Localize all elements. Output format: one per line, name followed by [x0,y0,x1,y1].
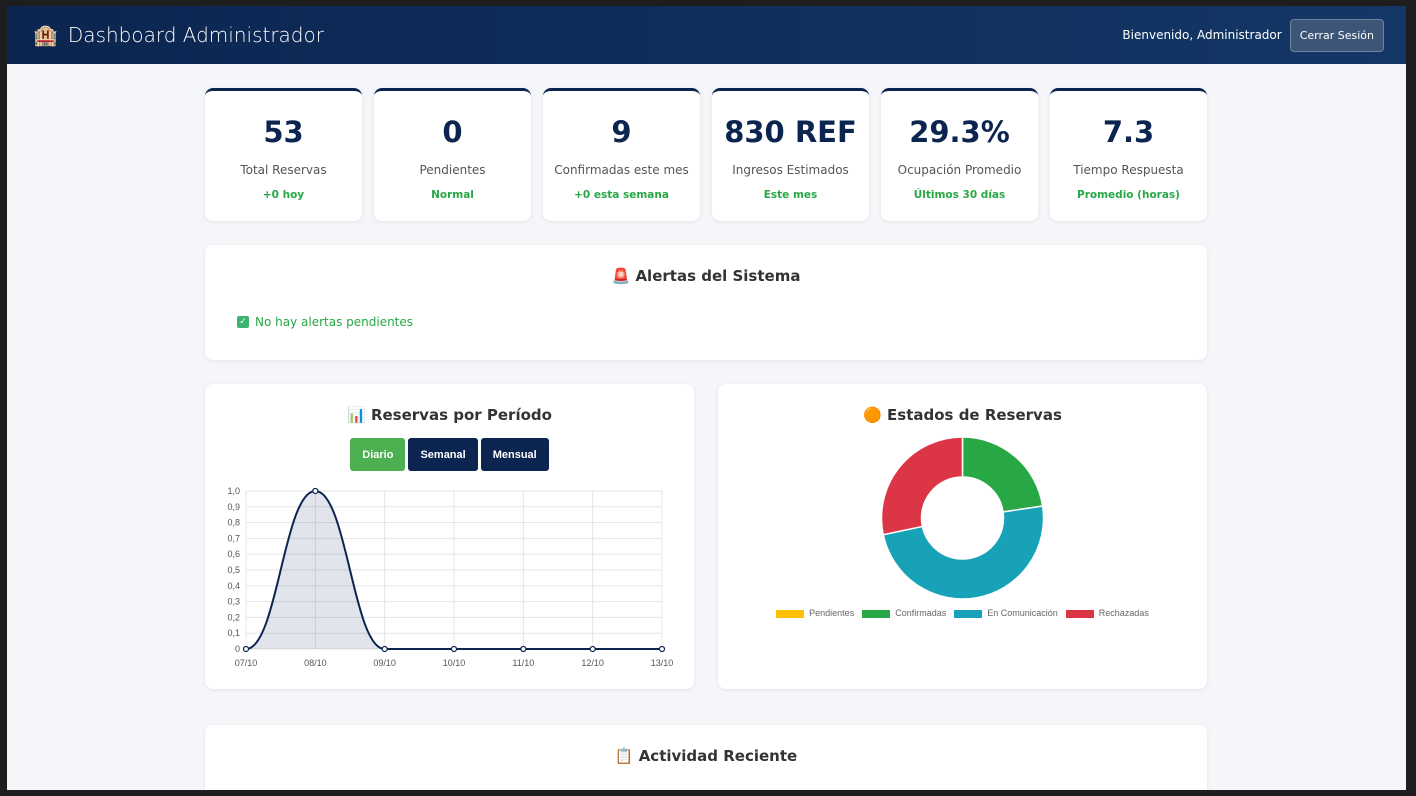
stat-card: 53 Total Reservas +0 hoy [205,88,362,221]
stat-label: Ingresos Estimados [732,163,849,177]
stat-label: Total Reservas [240,163,327,177]
legend-swatch [776,609,805,618]
app-window: 🏨 Dashboard Administrador Bienvenido, Ad… [7,6,1406,790]
area-fill [246,491,662,649]
y-tick-label: 0,5 [227,565,240,575]
stat-sub: +0 esta semana [574,189,669,201]
stat-value: 29.3% [909,115,1010,149]
monthly-button[interactable]: Mensual [480,438,549,471]
x-tick-label: 09/10 [373,658,396,668]
stat-card: 9 Confirmadas este mes +0 esta semana [543,88,700,221]
data-point[interactable] [520,645,527,653]
y-tick-label: 0 [235,644,240,654]
header: 🏨 Dashboard Administrador Bienvenido, Ad… [7,6,1406,64]
hotel-icon: 🏨 [33,23,58,47]
logout-button[interactable]: Cerrar Sesión [1289,18,1384,52]
y-tick-label: 0,2 [227,612,240,622]
legend-item[interactable]: En Comunicación [954,608,1058,618]
bar-chart-icon: 📊 [347,406,366,424]
x-tick-label: 08/10 [304,658,327,668]
stat-label: Confirmadas este mes [554,163,689,177]
states-title: Estados de Reservas [887,406,1062,424]
stats-row: 53 Total Reservas +0 hoy 0 Pendientes Normal 9… [205,88,1207,221]
legend-swatch [1065,609,1094,618]
x-tick-label: 10/10 [443,658,466,668]
daily-button[interactable]: Diario [350,438,406,471]
legend-label: Confirmadas [895,608,947,618]
alerts-card: 🚨 Alertas del Sistema ✓ No hay alertas pe… [205,245,1207,360]
period-title: Reservas por Período [370,406,552,424]
chart-legend: Pendientes Confirmadas En Comunicación Rech… [718,608,1207,618]
clipboard-icon: 📋 [614,747,634,765]
period-card: 📊 Reservas por Período Diario Semanal Me… [205,384,694,689]
y-tick-label: 1,0 [227,486,240,496]
welcome-text: Bienvenido, Administrador [1122,28,1282,42]
legend-label: Rechazadas [1098,608,1149,618]
stat-card: 0 Pendientes Normal [374,88,531,221]
legend-label: En Comunicación [987,608,1058,618]
activity-card: 📋 Actividad Reciente [205,725,1207,790]
stat-label: Ocupación Promedio [897,163,1022,177]
stat-card: 29.3% Ocupación Promedio Últimos 30 días [881,88,1038,221]
stat-value: 9 [611,115,632,149]
donut-slice[interactable] [961,436,1044,513]
y-tick-label: 0,1 [227,628,240,638]
activity-title: Actividad Reciente [638,747,798,765]
stat-sub: Normal [431,189,474,201]
donut-slice[interactable] [882,505,1045,600]
y-tick-label: 0,7 [227,533,240,543]
data-point[interactable] [589,645,596,653]
legend-item[interactable]: Confirmadas [862,608,946,618]
states-card: 🟠 Estados de Reservas Pendientes Confirma… [718,384,1207,689]
siren-icon: 🚨 [611,267,631,285]
stat-value: 7.3 [1102,115,1155,149]
stat-label: Pendientes [419,163,486,177]
legend-swatch [862,609,891,618]
donut-chart [880,436,1045,600]
alerts-message: No hay alertas pendientes [255,315,414,329]
series-line [245,489,662,650]
orb-icon: 🟠 [863,406,882,424]
stat-value: 830 REF [724,115,857,149]
stat-value: 0 [442,115,463,149]
y-tick-label: 0,3 [227,597,240,607]
stat-label: Tiempo Respuesta [1073,163,1184,177]
data-point[interactable] [312,487,319,495]
y-tick-label: 0,9 [227,502,240,512]
x-tick-label: 12/10 [581,658,604,668]
data-point[interactable] [242,645,250,653]
legend-item[interactable]: Rechazadas [1065,608,1149,618]
legend-label: Pendientes [809,608,855,618]
legend-swatch [954,609,983,618]
x-tick-label: 07/10 [235,658,258,668]
y-tick-label: 0,8 [227,518,240,528]
stat-card: 830 REF Ingresos Estimados Este mes [712,88,869,221]
y-tick-label: 0,4 [227,581,240,591]
alerts-title: Alertas del Sistema [635,267,801,285]
stat-sub: Promedio (horas) [1077,189,1180,201]
stat-value: 53 [263,115,304,149]
x-tick-label: 13/10 [651,658,674,668]
weekly-button[interactable]: Semanal [408,438,478,471]
page-title: Dashboard Administrador [67,23,324,47]
stat-sub: +0 hoy [262,189,305,201]
y-tick-label: 0,6 [227,549,240,559]
legend-item[interactable]: Pendientes [776,608,854,618]
stat-sub: Últimos 30 días [913,189,1006,201]
stat-card: 7.3 Tiempo Respuesta Promedio (horas) [1050,88,1207,221]
donut-slice[interactable] [880,436,964,536]
data-point[interactable] [450,645,458,653]
check-icon: ✓ [237,316,249,328]
data-point[interactable] [658,645,666,653]
line-chart: 0 0,1 0,2 0,3 0,4 0,5 0,6 0,7 0,8 0,9 1,0 07/10 08/1… [227,486,674,668]
data-point[interactable] [381,645,388,653]
x-tick-label: 11/10 [512,658,534,668]
stat-sub: Este mes [763,189,818,201]
